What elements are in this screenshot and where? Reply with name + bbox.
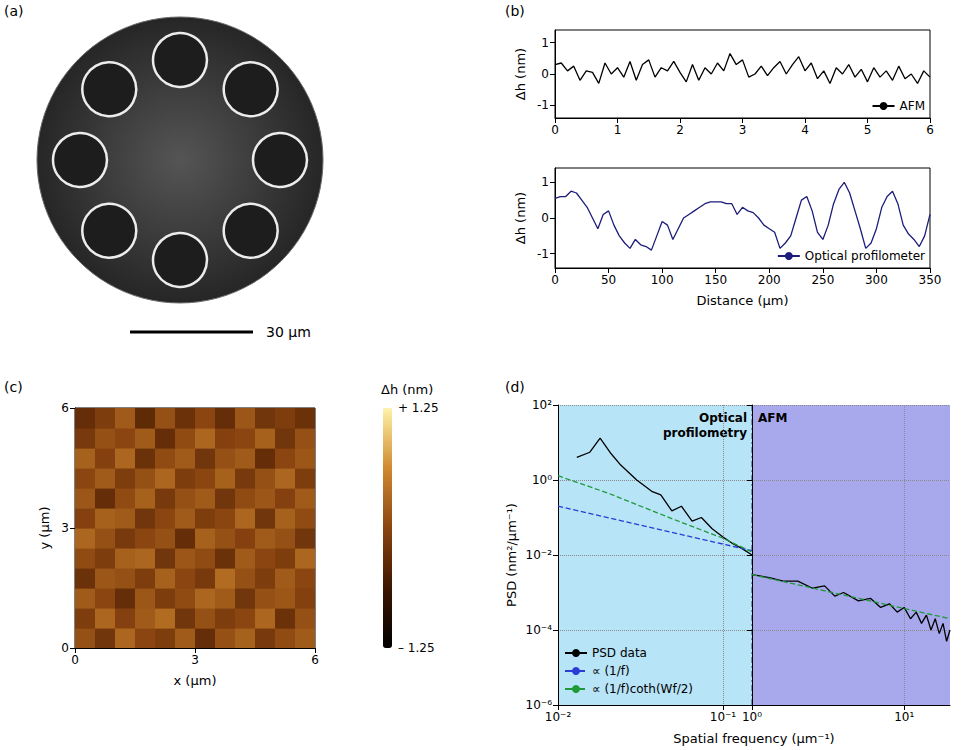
- svg-text:0: 0: [541, 211, 549, 225]
- svg-text:50: 50: [601, 273, 616, 287]
- svg-text:3: 3: [191, 653, 199, 667]
- svg-text:2: 2: [676, 123, 684, 137]
- svg-text:1: 1: [541, 36, 549, 50]
- svg-text:0: 0: [551, 273, 559, 287]
- svg-text:Distance (μm): Distance (μm): [696, 293, 788, 308]
- svg-text:+ 1.25: + 1.25: [398, 401, 439, 415]
- svg-text:Δh (nm): Δh (nm): [513, 192, 528, 244]
- svg-text:3: 3: [61, 521, 69, 535]
- svg-text:profilometry: profilometry: [663, 426, 747, 440]
- svg-text:(b): (b): [505, 3, 525, 19]
- svg-text:5: 5: [864, 123, 872, 137]
- svg-text:0: 0: [551, 123, 559, 137]
- svg-text:Optical profilometer: Optical profilometer: [805, 249, 925, 263]
- svg-text:250: 250: [811, 273, 834, 287]
- svg-text:0: 0: [61, 641, 69, 655]
- svg-text:3: 3: [739, 123, 747, 137]
- svg-text:AFM: AFM: [758, 411, 787, 425]
- svg-text:4: 4: [801, 123, 809, 137]
- svg-text:PSD (nm²/μm⁻¹): PSD (nm²/μm⁻¹): [504, 503, 519, 607]
- svg-text:1: 1: [541, 175, 549, 189]
- svg-text:∝ (1/f): ∝ (1/f): [592, 664, 630, 678]
- svg-text:∝ (1/f)coth(Wf/2): ∝ (1/f)coth(Wf/2): [592, 682, 693, 696]
- svg-text:300: 300: [865, 273, 888, 287]
- svg-text:10⁻⁶: 10⁻⁶: [525, 698, 552, 712]
- svg-text:30 μm: 30 μm: [266, 324, 311, 340]
- svg-text:Δh (nm): Δh (nm): [381, 382, 433, 397]
- svg-text:200: 200: [758, 273, 781, 287]
- svg-text:6: 6: [61, 401, 69, 415]
- svg-text:10⁻²: 10⁻²: [526, 548, 553, 562]
- svg-text:10¹: 10¹: [894, 710, 914, 724]
- svg-text:10⁻¹: 10⁻¹: [710, 710, 737, 724]
- svg-text:PSD data: PSD data: [592, 646, 647, 660]
- svg-text:10²: 10²: [532, 398, 552, 412]
- svg-text:(c): (c): [4, 379, 23, 395]
- svg-text:10⁰: 10⁰: [532, 473, 552, 487]
- svg-text:10⁻²: 10⁻²: [545, 710, 572, 724]
- svg-text:Optical: Optical: [699, 410, 747, 425]
- svg-text:AFM: AFM: [900, 99, 925, 113]
- svg-text:10⁻⁴: 10⁻⁴: [526, 623, 553, 637]
- svg-text:-1: -1: [537, 98, 549, 112]
- svg-text:6: 6: [311, 653, 319, 667]
- svg-text:0: 0: [541, 67, 549, 81]
- svg-text:Δh (nm): Δh (nm): [513, 48, 528, 100]
- svg-text:10⁰: 10⁰: [742, 710, 762, 724]
- svg-text:x (μm): x (μm): [174, 673, 217, 688]
- svg-text:Spatial frequency (μm⁻¹): Spatial frequency (μm⁻¹): [673, 731, 834, 746]
- svg-text:6: 6: [926, 123, 934, 137]
- svg-text:1: 1: [614, 123, 622, 137]
- svg-text:0: 0: [71, 653, 79, 667]
- svg-text:y (μm): y (μm): [37, 507, 52, 550]
- svg-text:(a): (a): [4, 3, 24, 19]
- svg-text:-1: -1: [537, 247, 549, 261]
- svg-text:350: 350: [919, 273, 942, 287]
- svg-text:100: 100: [651, 273, 674, 287]
- svg-text:– 1.25: – 1.25: [398, 641, 435, 655]
- svg-text:(d): (d): [505, 379, 525, 395]
- svg-text:150: 150: [704, 273, 727, 287]
